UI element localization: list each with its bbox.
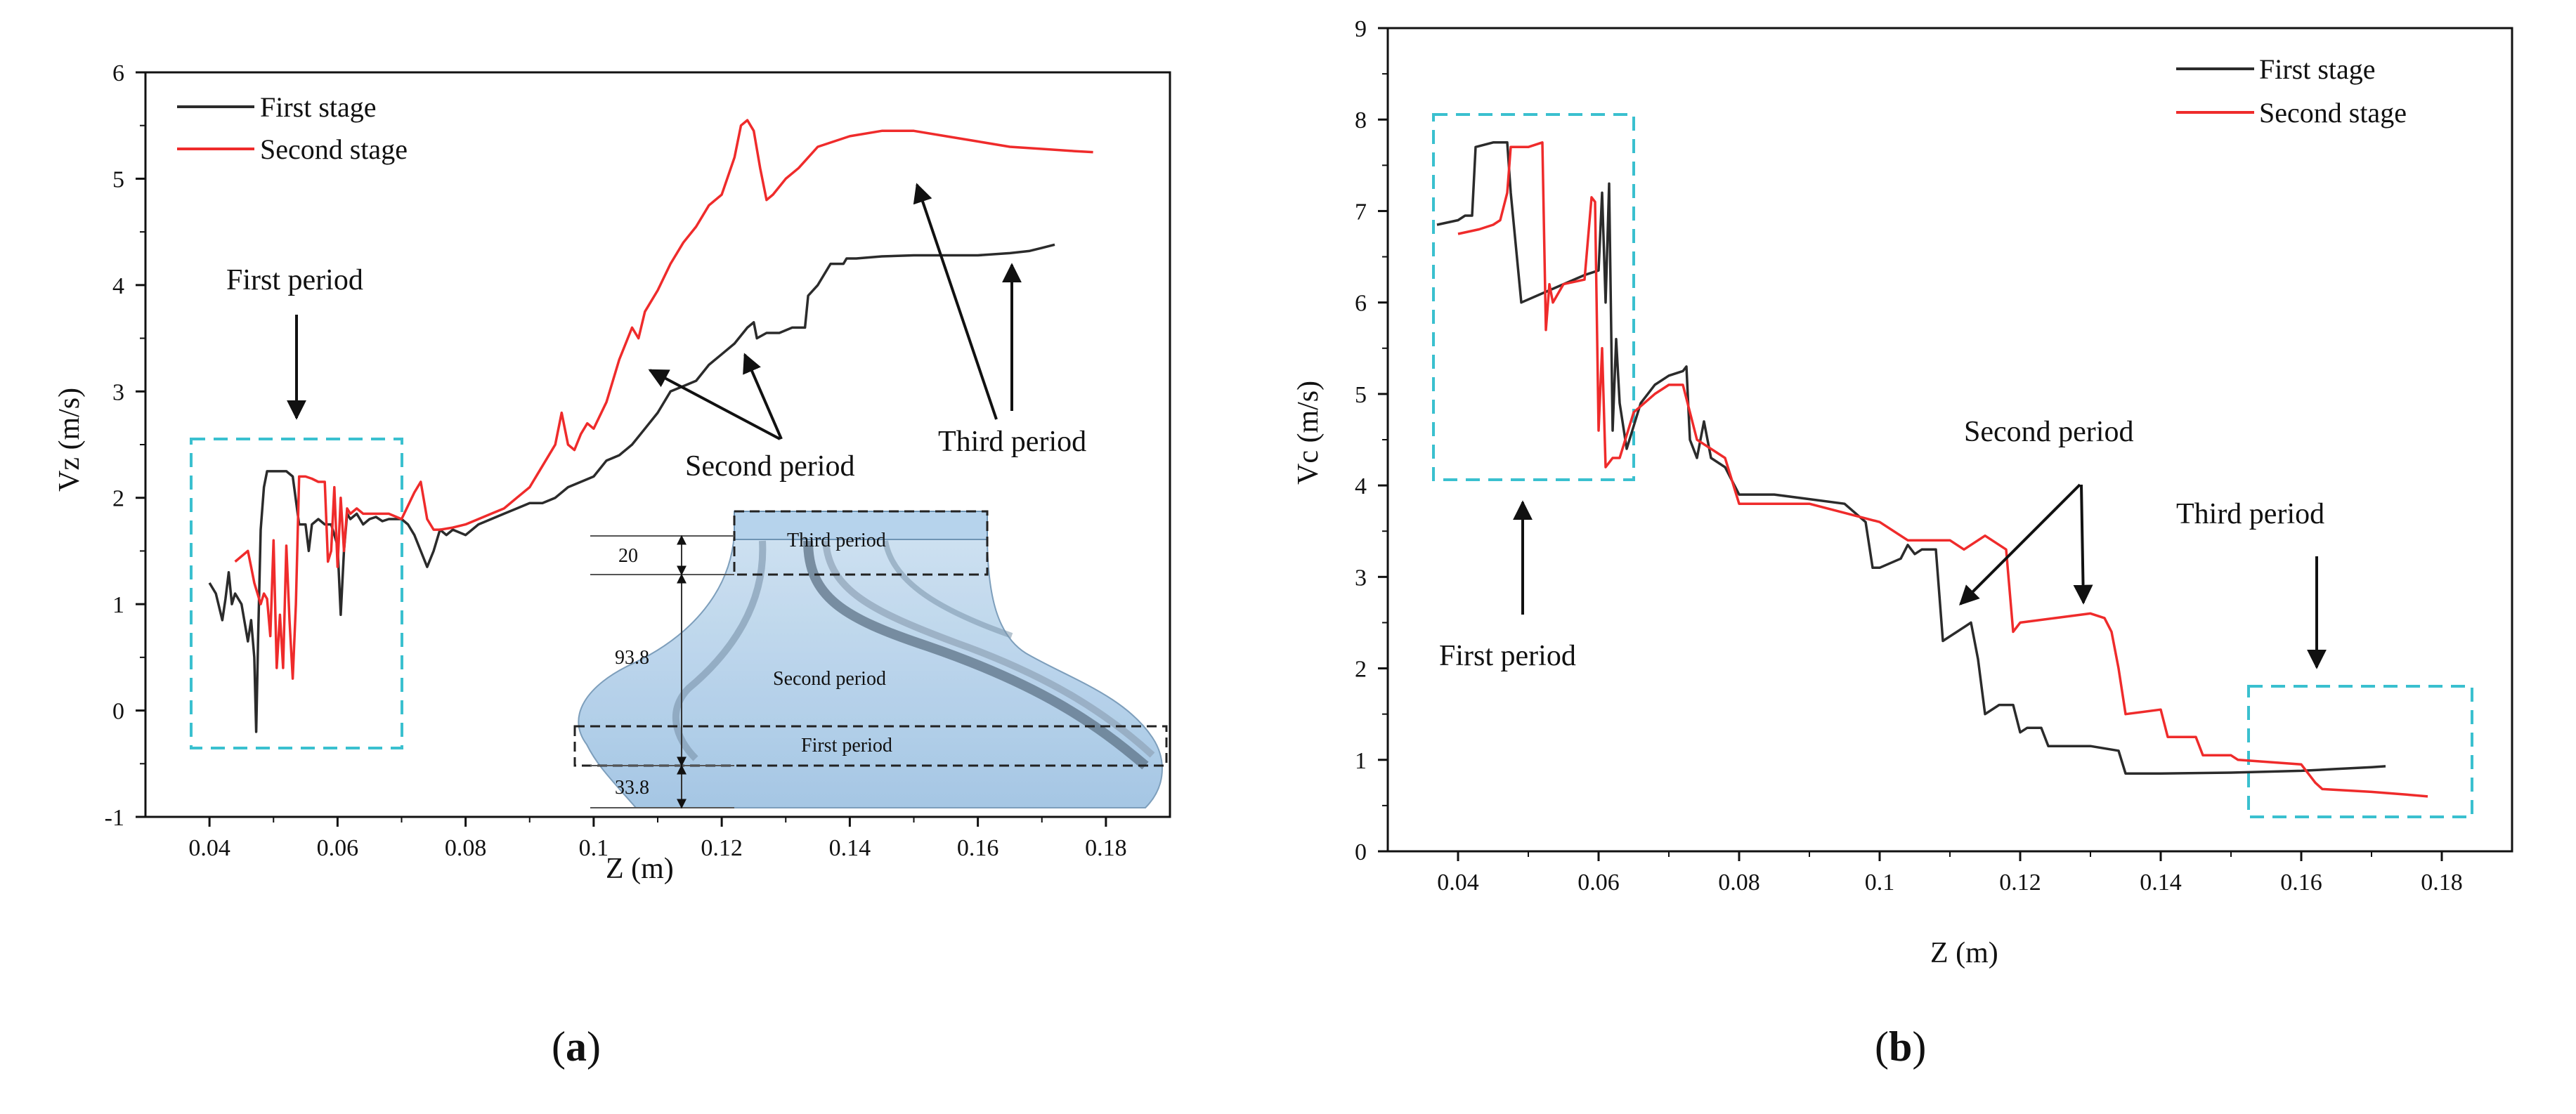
y-tick-label-a-5: 4: [112, 273, 124, 299]
plot-frame-b: [1386, 27, 2513, 853]
subfigure-label-b: (b): [1875, 1023, 1926, 1070]
legend-label-second-stage-a: Second stage: [260, 133, 408, 165]
y-tick-label-b-8: 8: [1355, 107, 1367, 133]
y-tick-label-b-1: 1: [1355, 748, 1367, 774]
inset-label-second-period: Second period: [773, 668, 886, 690]
annotation-third-period-a: Third period: [938, 426, 1086, 458]
series-lines-b: [1436, 141, 2428, 798]
inset-dim-93-8: 93.8: [615, 647, 649, 669]
y-tick-label-b-9: 9: [1355, 16, 1367, 42]
arrow-third-period-a-1: [913, 183, 998, 420]
x-tick-label-b-6: 0.16: [2280, 870, 2322, 896]
inset-blade-1: [803, 540, 1149, 770]
arrow-second-period-b-2: [2073, 484, 2093, 605]
inset-dim-20: 20: [618, 545, 638, 567]
x-tick-label-b-3: 0.1: [1865, 870, 1895, 896]
x-axis-title-b: Z (m): [1930, 937, 1998, 969]
inset-blade-4: [883, 540, 1013, 638]
inset-box-third: [733, 510, 989, 576]
inset-box-first: [573, 725, 1168, 767]
y-axis-title-a: Vz (m/s): [53, 388, 86, 492]
annotation-second-period-a: Second period: [685, 450, 854, 483]
first-period-box-a: [190, 438, 403, 749]
subfigure-label-b-open: (: [1875, 1023, 1889, 1070]
y-tick-label-b-4: 4: [1355, 473, 1367, 499]
inset-body: [578, 533, 1163, 808]
arrow-second-period-a-2: [743, 353, 783, 440]
series-line-a-second-stage: [234, 119, 1093, 680]
x-tick-label-a-3: 0.1: [579, 835, 609, 861]
subfigure-label-a: (a): [552, 1023, 601, 1070]
legend-label-first-stage-b: First stage: [2259, 53, 2376, 85]
x-tick-label-b-0: 0.04: [1437, 870, 1479, 896]
inset-label-third-period: Third period: [787, 530, 886, 551]
inset-diagram: 20 93.8 33.8 Third period Second period …: [573, 510, 1168, 809]
panel-a: 0.04 0.06 0.08 0.1 0.12 0.14 0.16 0.18 -1 0 1 2 3 4 5 6…: [53, 60, 1171, 1070]
y-tick-label-a-2: 1: [112, 592, 124, 618]
x-tick-label-b-5: 0.14: [2140, 870, 2182, 896]
x-tick-label-a-6: 0.16: [957, 835, 999, 861]
x-tick-label-a-1: 0.06: [317, 835, 359, 861]
x-tick-label-a-7: 0.18: [1085, 835, 1127, 861]
inset-label-first-period: First period: [801, 735, 892, 756]
y-tick-label-b-5: 5: [1355, 382, 1367, 408]
y-tick-label-a-4: 3: [112, 379, 124, 405]
series-lines-a: [208, 119, 1093, 733]
subfigure-label-a-close: ): [587, 1023, 601, 1070]
subfigure-label-b-letter: b: [1889, 1023, 1912, 1070]
series-line-b-second-stage: [1457, 141, 2428, 798]
y-tick-label-a-7: 6: [112, 60, 124, 86]
tick-labels-b: 0.04 0.06 0.08 0.1 0.12 0.14 0.16 0.18 0 1 2 3 4 5 6 7 8…: [1355, 16, 2463, 896]
y-tick-label-b-0: 0: [1355, 839, 1367, 865]
x-axis-title-a: Z (m): [606, 853, 674, 885]
y-tick-label-b-6: 6: [1355, 291, 1367, 317]
legend-label-first-stage-a: First stage: [260, 91, 377, 123]
annotation-first-period-b: First period: [1439, 640, 1576, 672]
panel-b: 0.04 0.06 0.08 0.1 0.12 0.14 0.16 0.18 0 1 2 3 4 5 6 7 8…: [1292, 16, 2513, 1070]
arrow-second-period-b-1: [1959, 483, 2081, 605]
series-line-b-first-stage: [1436, 141, 2386, 775]
x-tick-label-b-7: 0.18: [2421, 870, 2463, 896]
axis-ticks-b: [1378, 27, 2443, 861]
y-tick-label-a-3: 2: [112, 486, 124, 512]
x-tick-label-b-1: 0.06: [1578, 870, 1620, 896]
arrow-second-period-a-1: [648, 369, 781, 440]
inset-blade-2: [822, 540, 1155, 758]
x-tick-label-a-0: 0.04: [188, 835, 230, 861]
third-period-box-b: [2247, 685, 2473, 818]
x-tick-label-a-5: 0.14: [829, 835, 871, 861]
y-tick-label-b-2: 2: [1355, 657, 1367, 683]
y-tick-label-b-7: 7: [1355, 199, 1367, 225]
axis-ticks-a: [136, 71, 1107, 827]
first-period-box-b: [1432, 113, 1635, 481]
tick-labels-a: 0.04 0.06 0.08 0.1 0.12 0.14 0.16 0.18 -1 0 1 2 3 4 5 6: [105, 60, 1127, 861]
subfigure-label-b-close: ): [1912, 1023, 1926, 1070]
x-tick-label-a-4: 0.12: [701, 835, 743, 861]
annotation-third-period-b: Third period: [2176, 498, 2324, 530]
subfigure-label-a-letter: a: [566, 1023, 587, 1070]
legend-b: First stage Second stage: [2176, 53, 2407, 129]
annotation-first-period-a: First period: [226, 264, 363, 296]
inset-dim-33-8: 33.8: [615, 777, 649, 799]
x-tick-label-b-4: 0.12: [1999, 870, 2041, 896]
subfigure-label-a-open: (: [552, 1023, 566, 1070]
y-tick-label-a-0: -1: [105, 805, 124, 831]
y-axis-title-b: Vc (m/s): [1292, 381, 1325, 485]
legend-a: First stage Second stage: [177, 91, 408, 165]
x-tick-label-a-2: 0.08: [445, 835, 487, 861]
y-tick-label-b-3: 3: [1355, 565, 1367, 591]
legend-label-second-stage-b: Second stage: [2259, 97, 2407, 129]
y-tick-label-a-1: 0: [112, 699, 124, 725]
y-tick-label-a-6: 5: [112, 166, 124, 192]
x-tick-label-b-2: 0.08: [1718, 870, 1760, 896]
annotation-second-period-b: Second period: [1964, 416, 2133, 448]
